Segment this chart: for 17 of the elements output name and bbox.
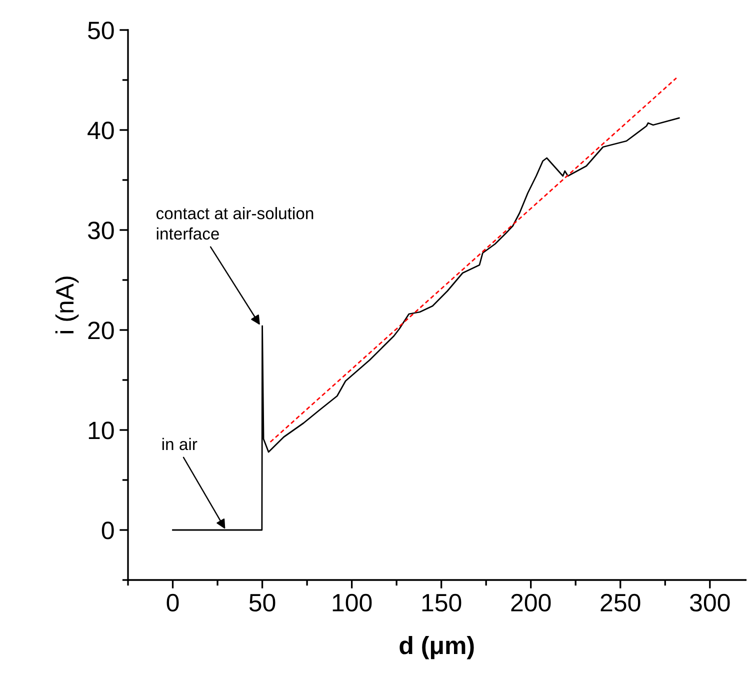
x-tick-label: 100	[332, 594, 372, 612]
annotation: contact at air-solution interface	[156, 207, 314, 240]
x-tick-label: 0	[166, 594, 179, 612]
x-axis-title: d (μm)	[400, 636, 474, 660]
y-tick-label: 30	[88, 222, 114, 240]
y-axis-title: i (nA)	[55, 276, 79, 334]
y-tick-label: 20	[88, 322, 114, 340]
y-tick-label: 40	[88, 122, 114, 140]
y-tick-label: 50	[88, 22, 114, 40]
x-tick-label: 50	[249, 594, 276, 612]
x-tick-label: 200	[511, 594, 551, 612]
x-tick-label: 250	[600, 594, 640, 612]
x-tick-label: 300	[690, 594, 730, 612]
x-tick-label: 150	[422, 594, 462, 612]
y-tick-label: 10	[88, 422, 114, 440]
y-tick-label: 0	[102, 522, 114, 540]
annotation: in air	[162, 438, 198, 450]
